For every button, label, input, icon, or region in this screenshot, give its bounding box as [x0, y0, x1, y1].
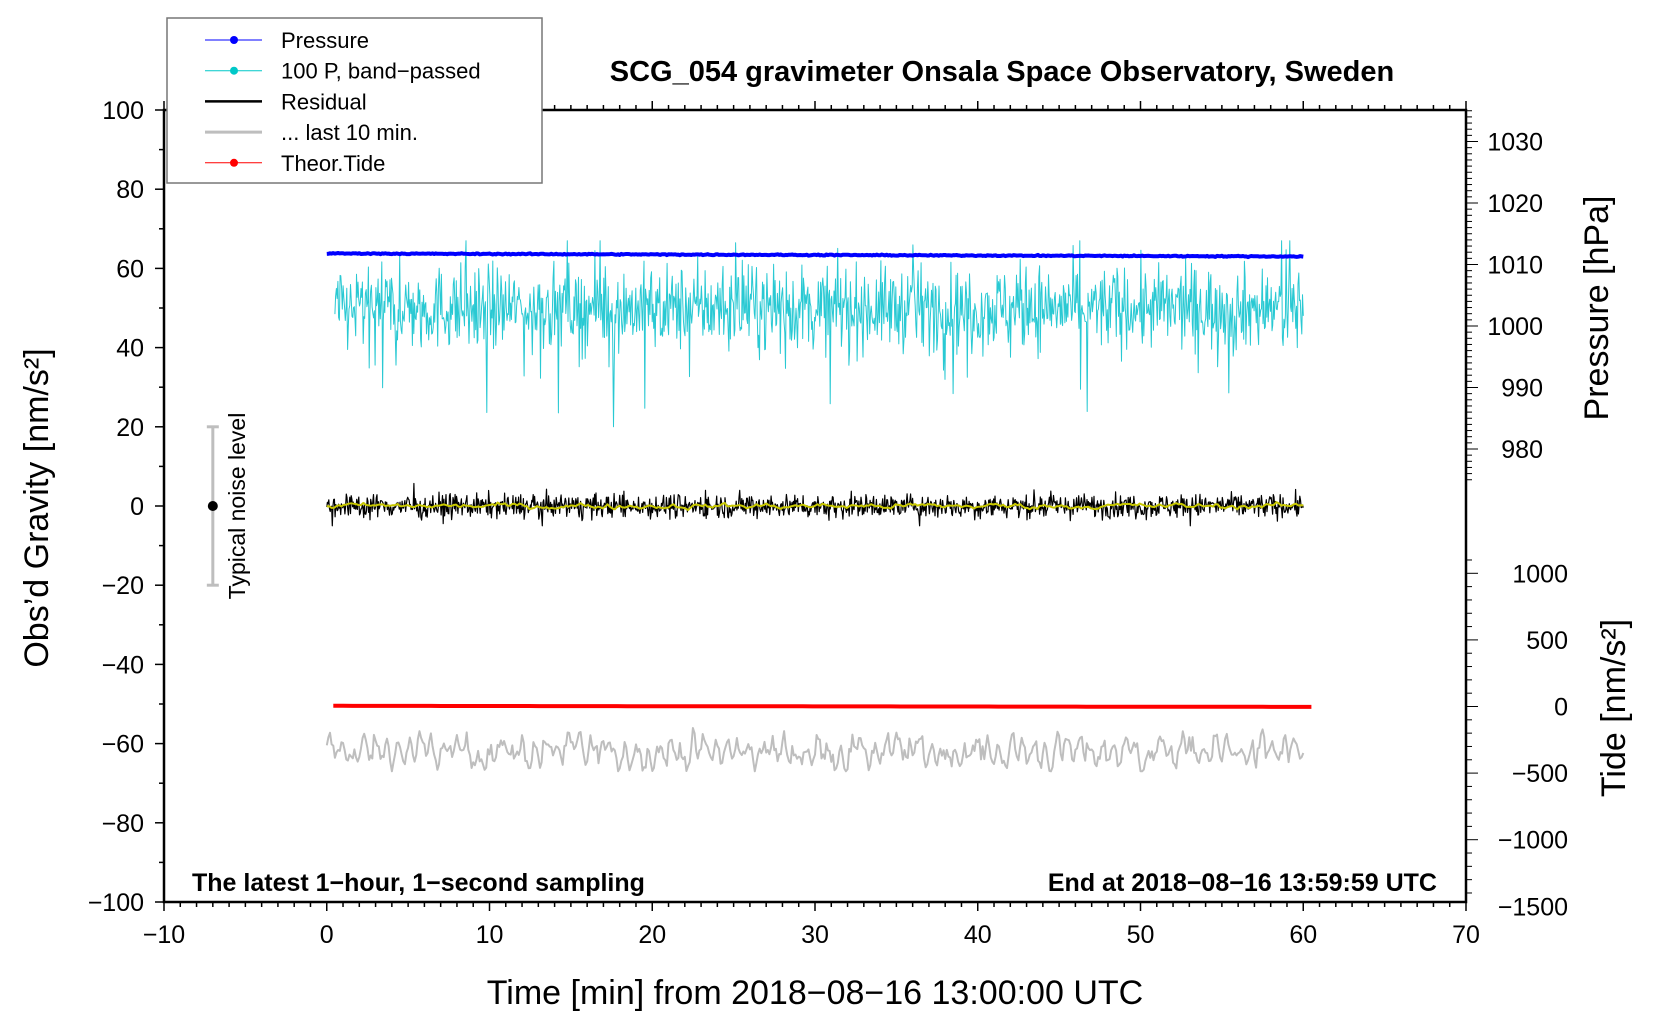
- x-tick-label: 40: [964, 921, 992, 949]
- series-pressure: [326, 251, 1304, 260]
- x-tick-label: 10: [476, 921, 504, 949]
- y-tick-label: −40: [102, 651, 144, 679]
- x-tick-label: 30: [801, 921, 829, 949]
- y-tick-label: 80: [116, 176, 144, 204]
- y-tick-label: 20: [116, 414, 144, 442]
- tide-tick-label: −500: [1512, 760, 1568, 788]
- annotation-left: The latest 1−hour, 1−second sampling: [192, 869, 645, 897]
- series-band-passed: [334, 240, 1304, 428]
- legend-label: Theor.Tide: [281, 151, 385, 176]
- noise-indicator: Typical noise level: [206, 413, 250, 600]
- x-tick-label: 0: [320, 921, 334, 949]
- y-tick-label: 0: [130, 493, 144, 521]
- pressure-tick-label: 1030: [1487, 129, 1543, 157]
- tide-tick-label: 1000: [1512, 560, 1568, 588]
- series-theor-tide: [333, 703, 1312, 709]
- legend-label: ... last 10 min.: [281, 120, 418, 145]
- y-tick-label: −100: [88, 889, 144, 917]
- series-layer: [325, 240, 1312, 773]
- y-axis-title: Obs’d Gravity [nm/s²]: [18, 348, 56, 667]
- x-axis-title: Time [min] from 2018−08−16 13:00:00 UTC: [487, 974, 1143, 1012]
- y-tick-label: 60: [116, 255, 144, 283]
- y-tick-label: 100: [102, 97, 144, 125]
- x-tick-label: −10: [143, 921, 185, 949]
- tide-tick-label: 0: [1554, 694, 1568, 722]
- annotation-right: End at 2018−08−16 13:59:59 UTC: [1048, 869, 1437, 897]
- series-residual-smoothed: [326, 501, 1304, 511]
- legend-marker: [230, 66, 238, 75]
- noise-label: Typical noise level: [224, 413, 250, 600]
- pressure-tick-label: 980: [1501, 436, 1543, 464]
- tide-tick-label: −1500: [1498, 893, 1568, 921]
- legend: Pressure 100 P, band−passed Residual ... la…: [166, 17, 543, 184]
- chart-title: SCG_054 gravimeter Onsala Space Observat…: [610, 56, 1394, 88]
- y-tick-label: −80: [102, 810, 144, 838]
- tide-tick-label: −1000: [1498, 827, 1568, 855]
- legend-label: 100 P, band−passed: [281, 59, 481, 84]
- legend-marker: [230, 36, 238, 44]
- x-tick-label: 20: [638, 921, 666, 949]
- pressure-axis-title: Pressure [hPa]: [1578, 196, 1616, 421]
- legend-label: Residual: [281, 89, 367, 114]
- plot-frame: [162, 108, 1468, 904]
- series-last-10-min: [325, 727, 1305, 773]
- x-tick-label: 60: [1289, 921, 1317, 949]
- x-tick-label: 50: [1127, 921, 1155, 949]
- pressure-tick-label: 1020: [1487, 190, 1543, 218]
- noise-center-dot: [207, 501, 218, 511]
- pressure-tick-label: 1000: [1487, 313, 1543, 341]
- pressure-tick-label: 1010: [1487, 252, 1543, 280]
- y-tick-label: −20: [102, 572, 144, 600]
- axes-ticks: −10 0 10 20 30 40 50 60 70100806040200−20−40−60−…: [88, 97, 1568, 949]
- x-tick-label: 70: [1452, 921, 1480, 949]
- y-tick-label: 40: [116, 335, 144, 363]
- tide-axis-title: Tide [nm/s²]: [1595, 619, 1633, 797]
- legend-marker: [230, 158, 238, 167]
- legend-label: Pressure: [281, 28, 369, 53]
- y-tick-label: −60: [102, 731, 144, 759]
- pressure-tick-label: 990: [1501, 375, 1543, 403]
- tide-tick-label: 500: [1526, 627, 1568, 655]
